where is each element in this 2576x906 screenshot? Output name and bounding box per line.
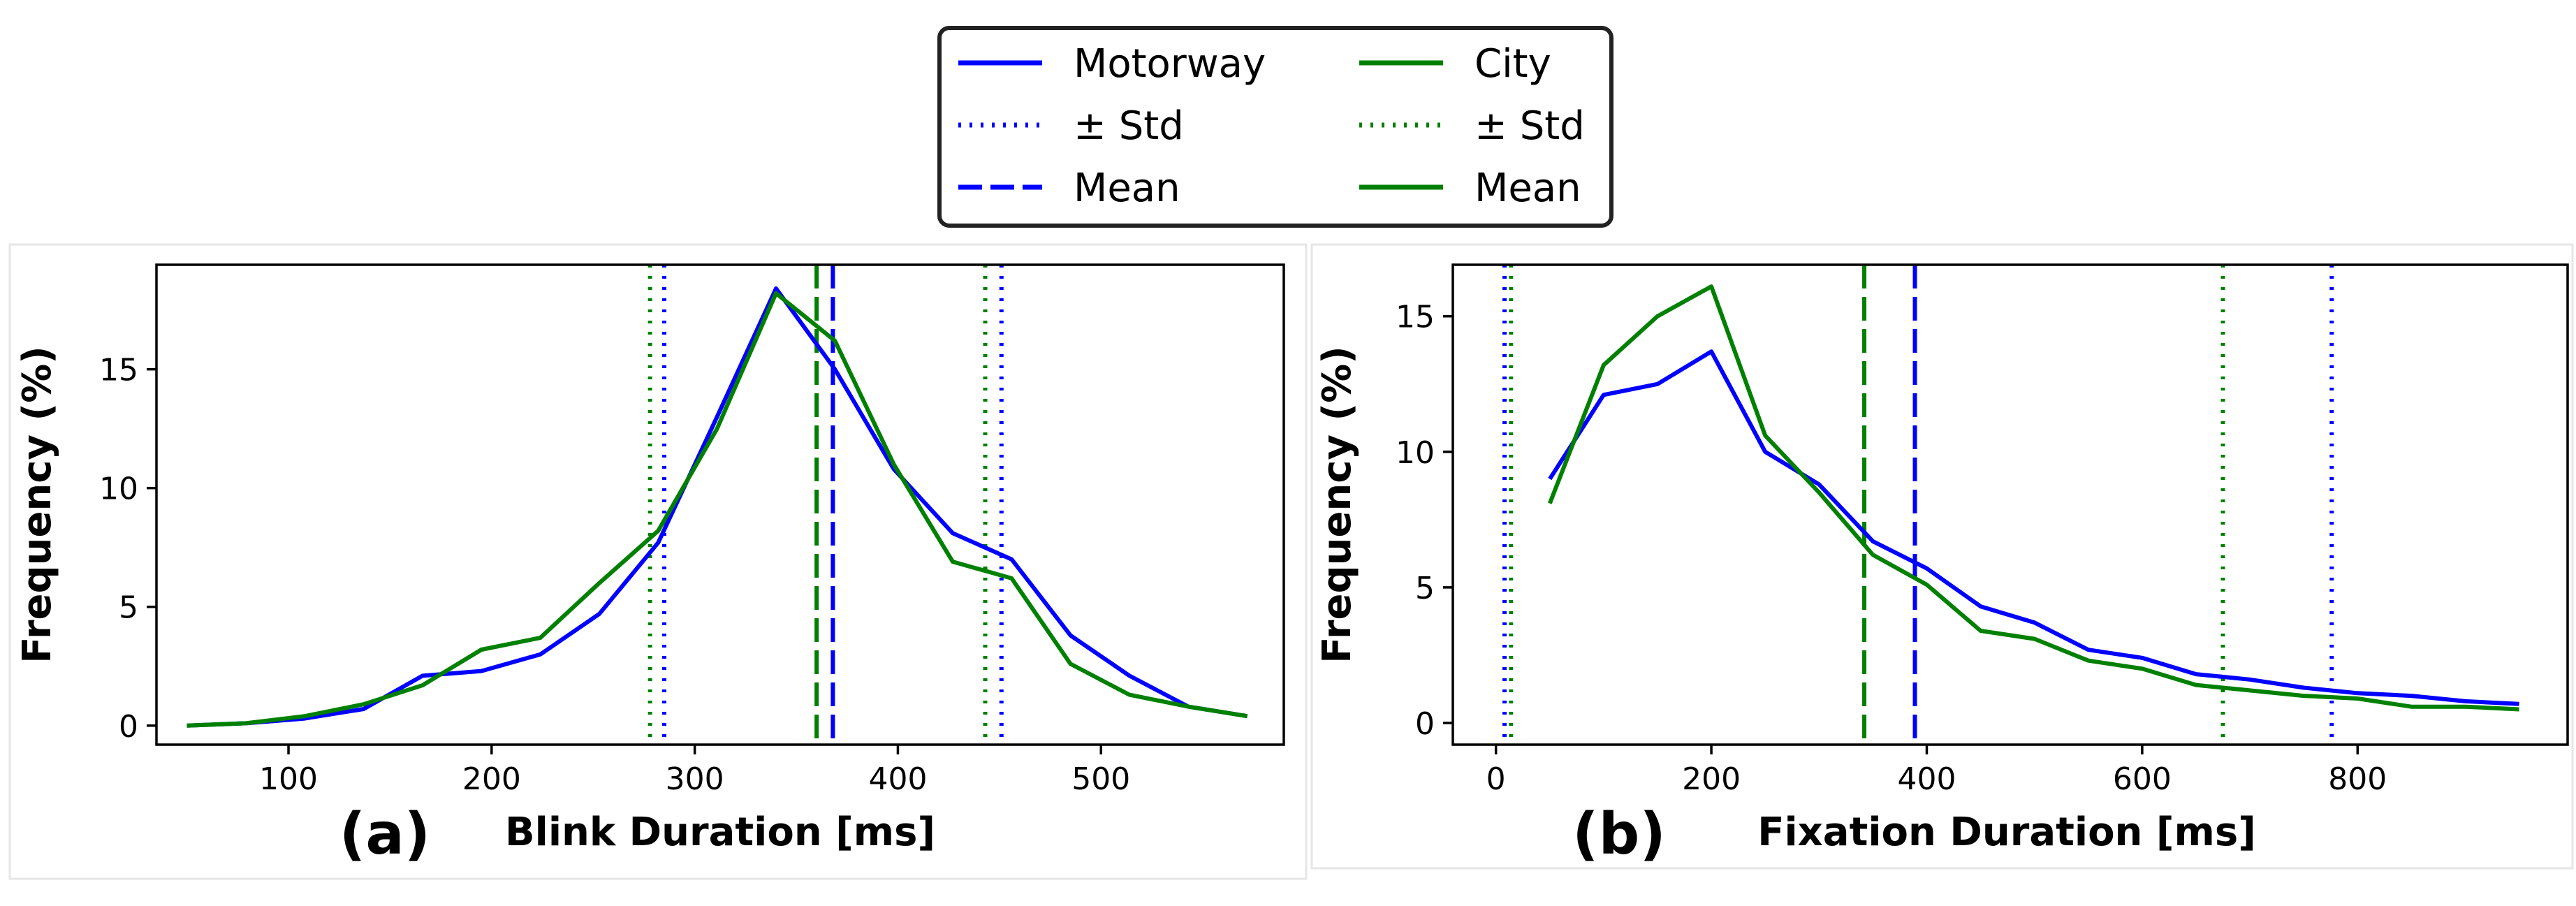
x-tick-label-1-2: 400	[1898, 761, 1956, 797]
x-tick-label-0-4: 500	[1071, 761, 1130, 797]
x-tick-label-0-3: 400	[868, 761, 927, 797]
axes-frame	[155, 263, 1285, 746]
x-tick-label-1-1: 200	[1682, 761, 1741, 797]
y-tick-label-0-2: 10	[99, 472, 138, 507]
y-tick-label-1-0: 0	[1415, 706, 1435, 742]
y-tick-label-0-3: 15	[99, 353, 138, 388]
y-tick-label-0-0: 0	[119, 709, 138, 745]
x-tick-label-0-1: 200	[462, 761, 521, 797]
legend-label-1: City	[1474, 41, 1551, 87]
y-tick-label-0-1: 5	[119, 590, 138, 626]
axes-frame	[1451, 263, 2569, 746]
y-tick-label-1-2: 10	[1396, 435, 1435, 471]
series-line-1-1	[1548, 284, 2519, 712]
y-tick-label-1-3: 15	[1396, 300, 1435, 335]
y-axis-label-1: Frequency (%)	[1315, 346, 1360, 664]
legend-label-4: Mean	[1074, 166, 1180, 211]
panel-label-0: (a)	[339, 801, 430, 868]
legend-label-0: Motorway	[1074, 41, 1266, 87]
x-tick-label-0-0: 100	[259, 761, 318, 797]
panel-label-1: (b)	[1572, 801, 1666, 868]
legend: Motorway City ± Std ± Std Mean Mean	[937, 26, 1613, 228]
series-line-0-0	[186, 286, 1248, 728]
series-line-1-0	[1548, 349, 2519, 706]
chart-panel-b: 0 200 400 600 800 0 5 10 15 Fixation Duration [ms…	[1315, 263, 2569, 868]
legend-label-3: ± Std	[1474, 103, 1585, 149]
x-axis-label-1: Fixation Duration [ms]	[1757, 810, 2256, 855]
chart-panel-a: 100 200 300 400 500 0 5 10 15 Blink Duration [ms]…	[15, 263, 1285, 868]
x-tick-label-1-4: 800	[2328, 761, 2387, 797]
x-axis-label-0: Blink Duration [ms]	[505, 810, 935, 855]
x-tick-label-0-2: 300	[666, 761, 724, 797]
x-tick-label-1-3: 600	[2113, 761, 2172, 797]
y-tick-label-1-1: 5	[1415, 571, 1435, 606]
y-axis-label-0: Frequency (%)	[15, 346, 60, 664]
legend-label-2: ± Std	[1074, 103, 1184, 149]
legend-box	[937, 26, 1613, 228]
series-line-0-1	[186, 291, 1248, 728]
legend-label-5: Mean	[1474, 166, 1581, 211]
x-tick-label-1-0: 0	[1486, 761, 1506, 797]
